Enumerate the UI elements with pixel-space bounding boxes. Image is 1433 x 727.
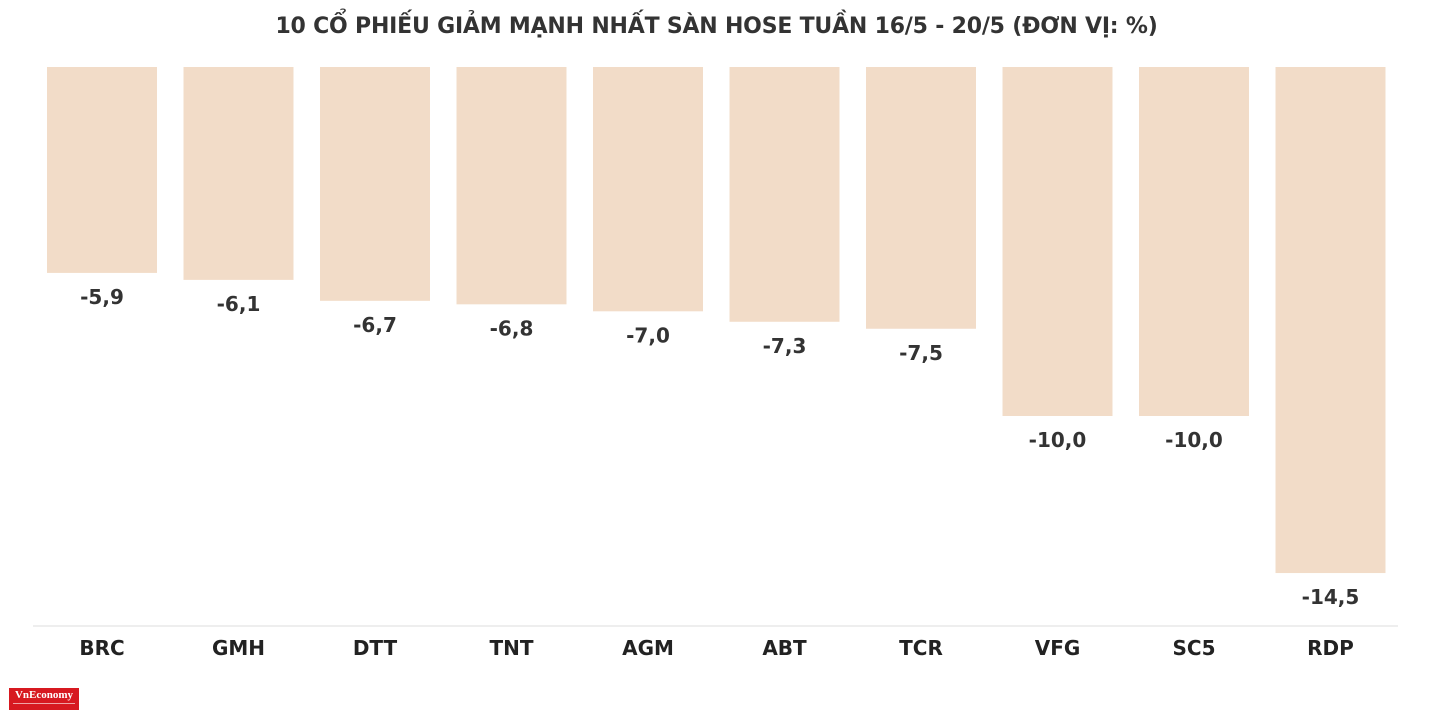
vneconomy-logo: VnEconomy <box>9 688 79 710</box>
logo-text: VnEconomy <box>14 689 74 701</box>
tick-label-tcr: TCR <box>899 636 943 660</box>
chart-title: 10 CỔ PHIẾU GIẢM MẠNH NHẤT SÀN HOSE TUẦN… <box>275 14 1158 39</box>
bar-brc <box>47 67 157 273</box>
value-label-abt: -7,3 <box>763 334 807 358</box>
value-label-group: -5,9 -6,1 -6,7 -6,8 -7,0 -7,3 -7,5 -10,0 -10,0 -1… <box>80 285 1359 609</box>
bar-dtt <box>320 67 430 301</box>
value-label-brc: -5,9 <box>80 285 124 309</box>
value-label-dtt: -6,7 <box>353 313 397 337</box>
bar-tcr <box>866 67 976 329</box>
tick-label-rdp: RDP <box>1307 636 1354 660</box>
tick-label-dtt: DTT <box>353 636 398 660</box>
bar-gmh <box>183 67 294 280</box>
value-label-tcr: -7,5 <box>899 341 943 365</box>
tick-label-tnt: TNT <box>489 636 533 660</box>
logo-underline <box>13 703 75 708</box>
bar-agm <box>593 67 703 312</box>
bar-rdp <box>1275 67 1386 574</box>
value-label-gmh: -6,1 <box>217 292 261 316</box>
value-label-rdp: -14,5 <box>1302 585 1360 609</box>
bar-group <box>47 67 1386 574</box>
tick-label-agm: AGM <box>622 636 674 660</box>
bar-sc5 <box>1139 67 1249 416</box>
category-tick-group: BRC GMH DTT TNT AGM ABT TCR VFG SC5 RDP <box>79 636 1354 660</box>
value-label-agm: -7,0 <box>626 323 670 347</box>
tick-label-gmh: GMH <box>212 636 265 660</box>
value-label-vfg: -10,0 <box>1029 428 1087 452</box>
bar-tnt <box>456 67 567 305</box>
tick-label-sc5: SC5 <box>1173 636 1216 660</box>
tick-label-abt: ABT <box>762 636 807 660</box>
tick-label-vfg: VFG <box>1035 636 1081 660</box>
tick-label-brc: BRC <box>79 636 124 660</box>
value-label-tnt: -6,8 <box>490 316 534 340</box>
value-label-sc5: -10,0 <box>1165 428 1223 452</box>
bar-abt <box>729 67 840 322</box>
bar-vfg <box>1002 67 1113 416</box>
